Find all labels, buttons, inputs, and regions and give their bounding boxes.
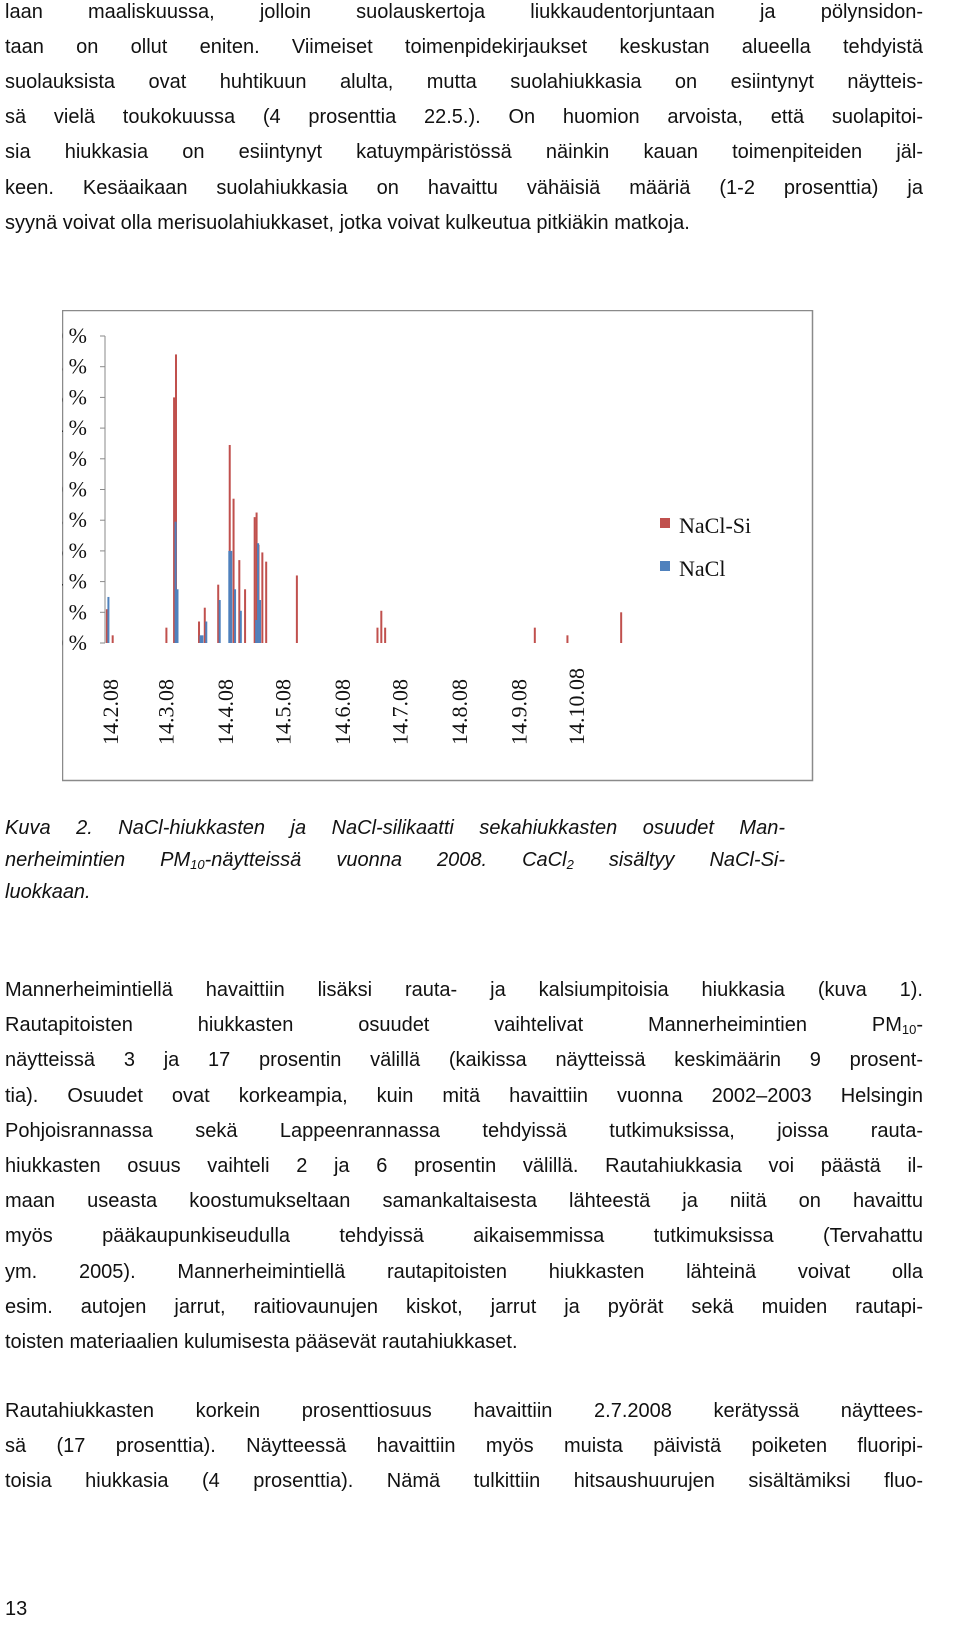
text-line: tia). Osuudet ovat korkeampia, kuin mitä… (5, 1084, 923, 1107)
text-line: Mannerheimintiellä havaittiin lisäksi ra… (5, 979, 923, 1001)
bar (165, 627, 168, 643)
subscript: 10 (190, 857, 205, 872)
y-tick-label: 10 % (62, 477, 87, 502)
text-line: hiukkasten osuus vaihteli 2 ja 6 prosent… (5, 1155, 923, 1177)
bar (201, 635, 204, 643)
bar (255, 512, 258, 643)
legend-swatch (660, 518, 670, 528)
bar (295, 575, 298, 643)
y-tick-label: 2 % (62, 599, 87, 624)
legend-swatch (660, 561, 670, 571)
bar (174, 521, 177, 643)
x-tick-label: 14.10.08 (564, 668, 589, 745)
bar (566, 635, 569, 643)
bar (376, 627, 379, 643)
bar (253, 517, 256, 643)
legend-label: NaCl-Si (679, 513, 751, 538)
text-line: näytteissä 3 ja 17 prosentin välillä (ka… (5, 1049, 923, 1072)
text-segment: nerheimintien PM (5, 849, 191, 871)
subscript: 10 (901, 1022, 917, 1038)
bar (261, 552, 264, 643)
y-tick-label: 16 % (62, 384, 87, 409)
text-line: toisia hiukkasia (4 prosenttia). Nämä tu… (5, 1470, 923, 1493)
y-tick-label: 14 % (62, 415, 87, 440)
text-line: sä vielä toukokuussa (4 prosenttia 22.5.… (5, 106, 923, 129)
text-line: ym. 2005). Mannerheimintiellä rautapitoi… (5, 1260, 923, 1283)
bar (173, 397, 176, 643)
bar (380, 610, 383, 643)
bar (259, 600, 262, 643)
chart-frame (62, 310, 814, 782)
bar (384, 627, 387, 643)
text-line: Rautapitoisten hiukkasten osuudet vaihte… (5, 1013, 923, 1037)
bar (533, 627, 536, 643)
bar (203, 607, 206, 643)
bar (239, 610, 242, 643)
x-tick-label: 14.5.08 (270, 679, 295, 745)
text-line: Pohjoisrannassa sekä Lappeenrannassa teh… (5, 1119, 923, 1142)
bar (217, 584, 220, 643)
bar (107, 596, 110, 643)
bar (198, 621, 201, 643)
caption-line: luokkaan. (5, 881, 91, 903)
text-line: maan useasta koostumukseltaan samankalta… (5, 1190, 923, 1213)
text-segment: Rautapitoisten hiukkasten osuudet vaihte… (5, 1014, 902, 1037)
bar (228, 550, 231, 643)
text-line: esim. autojen jarrut, raitiovaunujen kis… (5, 1295, 923, 1318)
text-segment: - (916, 1014, 923, 1037)
bar (176, 589, 179, 643)
caption-line: nerheimintien PM10-näytteissä vuonna 200… (5, 848, 785, 872)
text-segment: sisältyy NaCl-Si- (573, 849, 786, 871)
text-line: taan on ollut eniten. Viimeiset toimenpi… (5, 36, 923, 59)
text-line: syynä voivat olla merisuolahiukkaset, jo… (5, 211, 690, 234)
text-line: suolauksista ovat huhtikuun alulta, mutt… (5, 71, 923, 94)
text-line: sia hiukkasia on esiintynyt katuympärist… (5, 141, 923, 164)
y-tick-label: 8 % (62, 507, 87, 532)
x-tick-label: 14.2.08 (98, 679, 123, 745)
text-line: sä (17 prosenttia). Näytteessä havaittii… (5, 1435, 923, 1458)
bar (255, 619, 258, 643)
bar (174, 354, 177, 643)
y-tick-label: 6 % (62, 538, 87, 563)
bar (199, 635, 202, 643)
x-tick-label: 14.7.08 (387, 679, 412, 745)
y-tick-label: 12 % (62, 446, 87, 471)
x-tick-label: 14.3.08 (153, 679, 178, 745)
bar (244, 589, 247, 643)
bar (111, 635, 114, 643)
x-tick-label: 14.6.08 (330, 679, 355, 745)
y-tick-label: 4 % (62, 569, 87, 594)
chart: 0 % 2 % 4 % 6 % 8 % 10 % 12 % 14 % 16 % 18 % 20 % 1… (62, 310, 814, 782)
text-line: toisten materiaalien kulumisesta pääsevä… (5, 1331, 518, 1353)
text-segment: -näytteissä vuonna 2008. CaCl (204, 849, 567, 871)
bar (257, 543, 260, 643)
y-tick-label: 0 % (62, 630, 87, 655)
x-tick-label: 14.9.08 (506, 679, 531, 745)
bar (234, 589, 237, 643)
bar (230, 550, 233, 643)
bar (620, 612, 623, 643)
page-number: 13 (5, 1598, 28, 1620)
x-tick-label: 14.4.08 (213, 679, 238, 745)
bar (205, 621, 208, 643)
bar (218, 600, 221, 643)
bar (238, 560, 241, 643)
text-line: laan maaliskuussa, jolloin suolauskertoj… (5, 1, 923, 23)
bar (265, 561, 268, 643)
legend-label: NaCl (679, 556, 725, 581)
bar (232, 498, 235, 643)
x-tick-label: 14.8.08 (447, 679, 472, 745)
bar (105, 609, 108, 643)
subscript: 2 (566, 857, 574, 872)
y-tick-label: 20 % (62, 323, 87, 348)
text-line: myös pääkaupunkiseudulla tehdyissä aikai… (5, 1225, 923, 1248)
bar (228, 444, 231, 643)
text-line: Rautahiukkasten korkein prosenttiosuus h… (5, 1400, 923, 1422)
y-tick-label: 18 % (62, 354, 87, 379)
text-line: keen. Kesäaikaan suolahiukkasia on havai… (5, 176, 923, 199)
caption-line: Kuva 2. NaCl-hiukkasten ja NaCl-silikaat… (5, 817, 785, 839)
